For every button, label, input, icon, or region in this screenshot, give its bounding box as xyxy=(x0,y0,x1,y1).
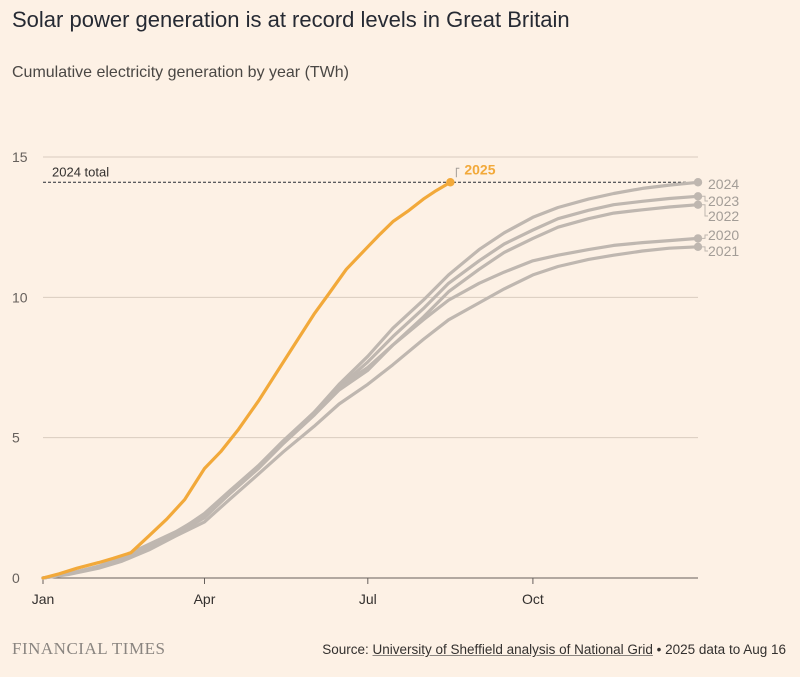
series-label-2021: 2021 xyxy=(708,243,739,259)
series-line-2022 xyxy=(41,203,700,580)
x-tick-label-oct: Oct xyxy=(522,591,544,607)
label-connector-2022 xyxy=(702,204,708,217)
series-label-2020: 2020 xyxy=(708,227,739,243)
series-label-2023: 2023 xyxy=(708,193,739,209)
series-end-dot-2022 xyxy=(693,200,703,209)
source-prefix: Source: xyxy=(322,642,373,657)
y-tick-label-5: 5 xyxy=(12,430,20,446)
label-connector-2025 xyxy=(455,167,460,178)
series-end-dot-2020 xyxy=(693,234,703,243)
series-line-2025 xyxy=(41,180,452,580)
series-line-2024 xyxy=(41,180,700,580)
series-line-2021 xyxy=(41,245,700,580)
reference-line-label: 2024 total xyxy=(52,164,109,179)
series-end-dot-2025 xyxy=(446,178,455,187)
series-end-dot-2024 xyxy=(693,178,703,187)
x-axis: Jan Apr Jul Oct xyxy=(32,577,698,607)
source-suffix: • 2025 data to Aug 16 xyxy=(652,642,786,657)
x-tick-label-jul: Jul xyxy=(359,591,377,607)
ft-logo: FINANCIAL TIMES xyxy=(12,639,166,658)
label-connector-2020 xyxy=(702,234,708,239)
series-line-2023 xyxy=(41,194,700,580)
series-end-dot-2021 xyxy=(693,242,703,252)
series-lines xyxy=(41,178,703,580)
series-label-2024: 2024 xyxy=(708,176,739,192)
y-tick-label-15: 15 xyxy=(12,149,28,165)
chart-subtitle: Cumulative electricity generation by yea… xyxy=(12,64,350,81)
series-line-2020 xyxy=(41,236,700,580)
series-label-2022: 2022 xyxy=(708,208,739,224)
series-label-2025: 2025 xyxy=(464,161,495,177)
y-tick-label-10: 10 xyxy=(12,289,28,305)
label-connector-2021 xyxy=(702,246,708,252)
series-end-dot-2023 xyxy=(693,192,703,201)
reference-line: 2024 total xyxy=(43,164,686,183)
grid-lines xyxy=(43,156,698,439)
source-note: Source: University of Sheffield analysis… xyxy=(322,642,786,657)
x-tick-label-apr: Apr xyxy=(194,591,216,607)
label-connector-2023 xyxy=(702,195,708,202)
x-tick-label-jan: Jan xyxy=(32,591,55,607)
y-tick-label-0: 0 xyxy=(12,570,20,586)
y-tick-labels: 0 5 10 15 xyxy=(12,149,28,586)
source-link[interactable]: University of Sheffield analysis of Nati… xyxy=(372,642,653,657)
chart-title: Solar power generation is at record leve… xyxy=(12,7,570,32)
